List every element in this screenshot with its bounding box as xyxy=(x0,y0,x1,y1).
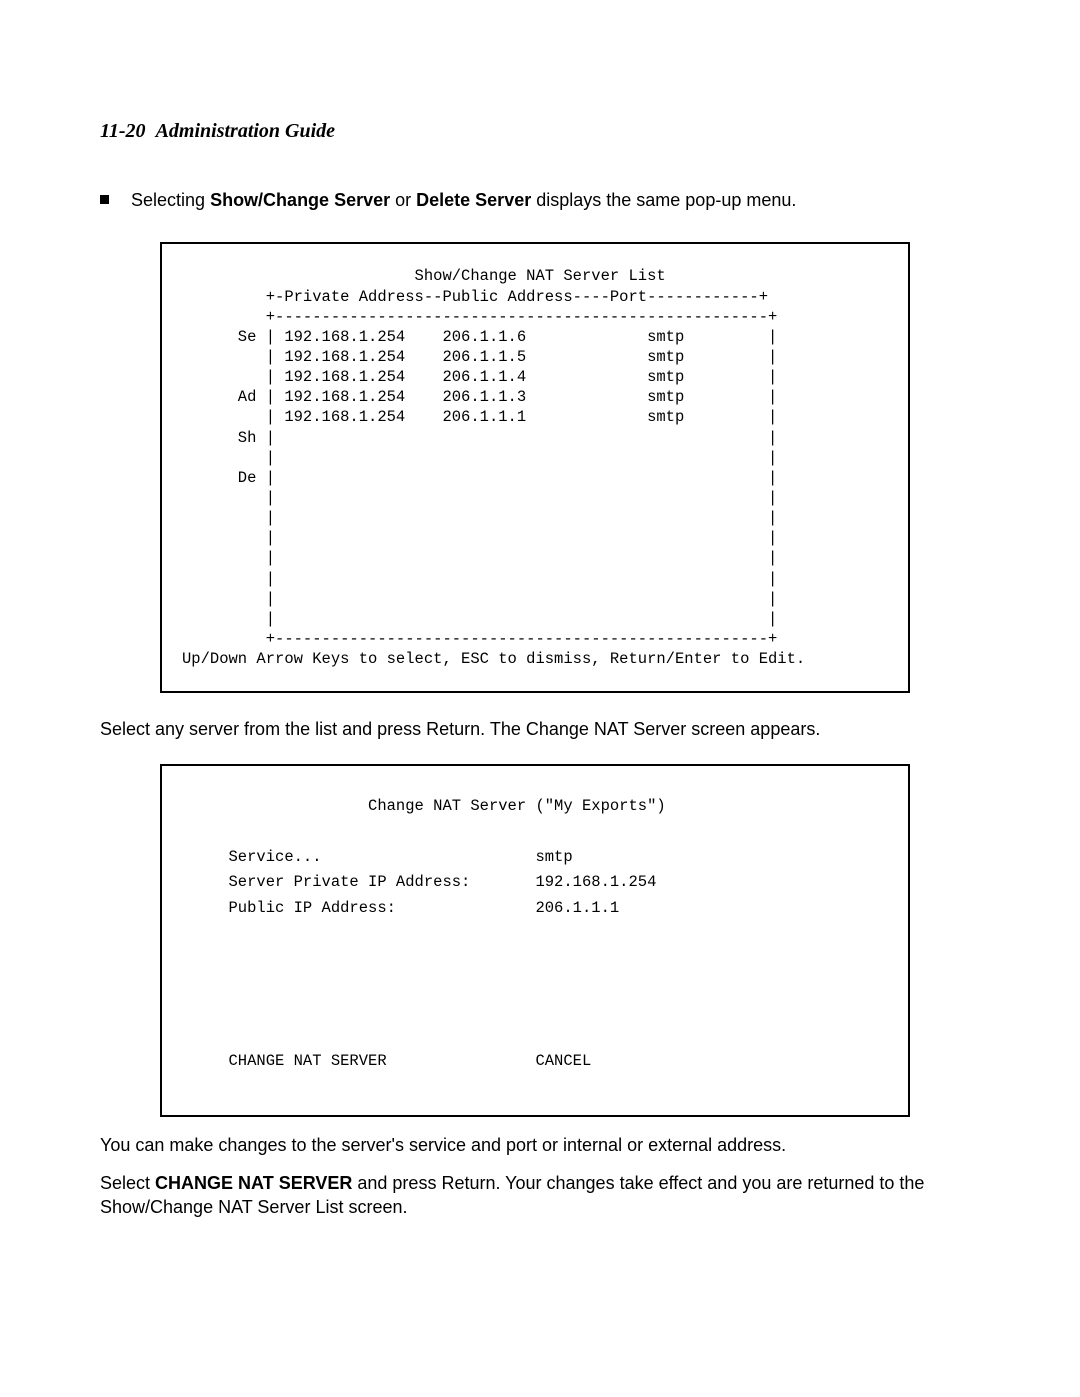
paragraph-after-1: You can make changes to the server's ser… xyxy=(100,1133,980,1157)
bullet-text: Selecting Show/Change Server or Delete S… xyxy=(131,189,796,212)
term2-title: Change NAT Server ("My Exports") xyxy=(182,797,666,815)
term1-row: | | xyxy=(182,449,777,467)
term1-header: +-Private Address--Public Address----Por… xyxy=(182,288,768,306)
term1-row: | 192.168.1.254 206.1.1.5 smtp | xyxy=(182,348,777,366)
term1-row: | | xyxy=(182,570,777,588)
bullet-bold-2: Delete Server xyxy=(416,190,531,210)
term1-help: Up/Down Arrow Keys to select, ESC to dis… xyxy=(182,650,805,668)
bullet-item: Selecting Show/Change Server or Delete S… xyxy=(100,189,980,212)
term1-sep: +---------------------------------------… xyxy=(182,630,777,648)
term2-line: Service... smtp xyxy=(182,848,573,866)
term1-row: Se | 192.168.1.254 206.1.1.6 smtp | xyxy=(182,328,777,346)
term1-sep: +---------------------------------------… xyxy=(182,308,777,326)
page-number: 11-20 xyxy=(100,120,146,142)
bullet-text-post: displays the same pop-up menu. xyxy=(531,190,796,210)
term1-row: De | | xyxy=(182,469,777,487)
term1-row: Ad | 192.168.1.254 206.1.1.3 smtp | xyxy=(182,388,777,406)
document-page: 11-20 Administration Guide Selecting Sho… xyxy=(0,0,1080,1397)
doc-title: Administration Guide xyxy=(156,120,336,142)
term2-actions: CHANGE NAT SERVER CANCEL xyxy=(182,1052,591,1070)
bullet-square-icon xyxy=(100,195,109,204)
term1-row: | 192.168.1.254 206.1.1.1 smtp | xyxy=(182,408,777,426)
p2-bold: CHANGE NAT SERVER xyxy=(155,1173,352,1193)
terminal-server-list: Show/Change NAT Server List +-Private Ad… xyxy=(160,242,910,693)
paragraph-after-2: Select CHANGE NAT SERVER and press Retur… xyxy=(100,1171,980,1220)
bullet-text-pre: Selecting xyxy=(131,190,210,210)
term1-title: Show/Change NAT Server List xyxy=(182,267,666,285)
term1-row: Sh | | xyxy=(182,429,777,447)
page-header: 11-20 Administration Guide xyxy=(100,120,980,143)
term1-row: | | xyxy=(182,489,777,507)
term1-row: | | xyxy=(182,549,777,567)
term1-row: | | xyxy=(182,509,777,527)
term1-row: | | xyxy=(182,610,777,628)
term1-row: | | xyxy=(182,590,777,608)
terminal-change-server: Change NAT Server ("My Exports") Service… xyxy=(160,764,910,1117)
paragraph-mid: Select any server from the list and pres… xyxy=(100,717,980,741)
bullet-bold-1: Show/Change Server xyxy=(210,190,390,210)
term2-line: Public IP Address: 206.1.1.1 xyxy=(182,899,619,917)
p2-pre: Select xyxy=(100,1173,155,1193)
term1-row: | 192.168.1.254 206.1.1.4 smtp | xyxy=(182,368,777,386)
term2-line: Server Private IP Address: 192.168.1.254 xyxy=(182,873,656,891)
term1-row: | | xyxy=(182,529,777,547)
bullet-text-mid: or xyxy=(390,190,416,210)
